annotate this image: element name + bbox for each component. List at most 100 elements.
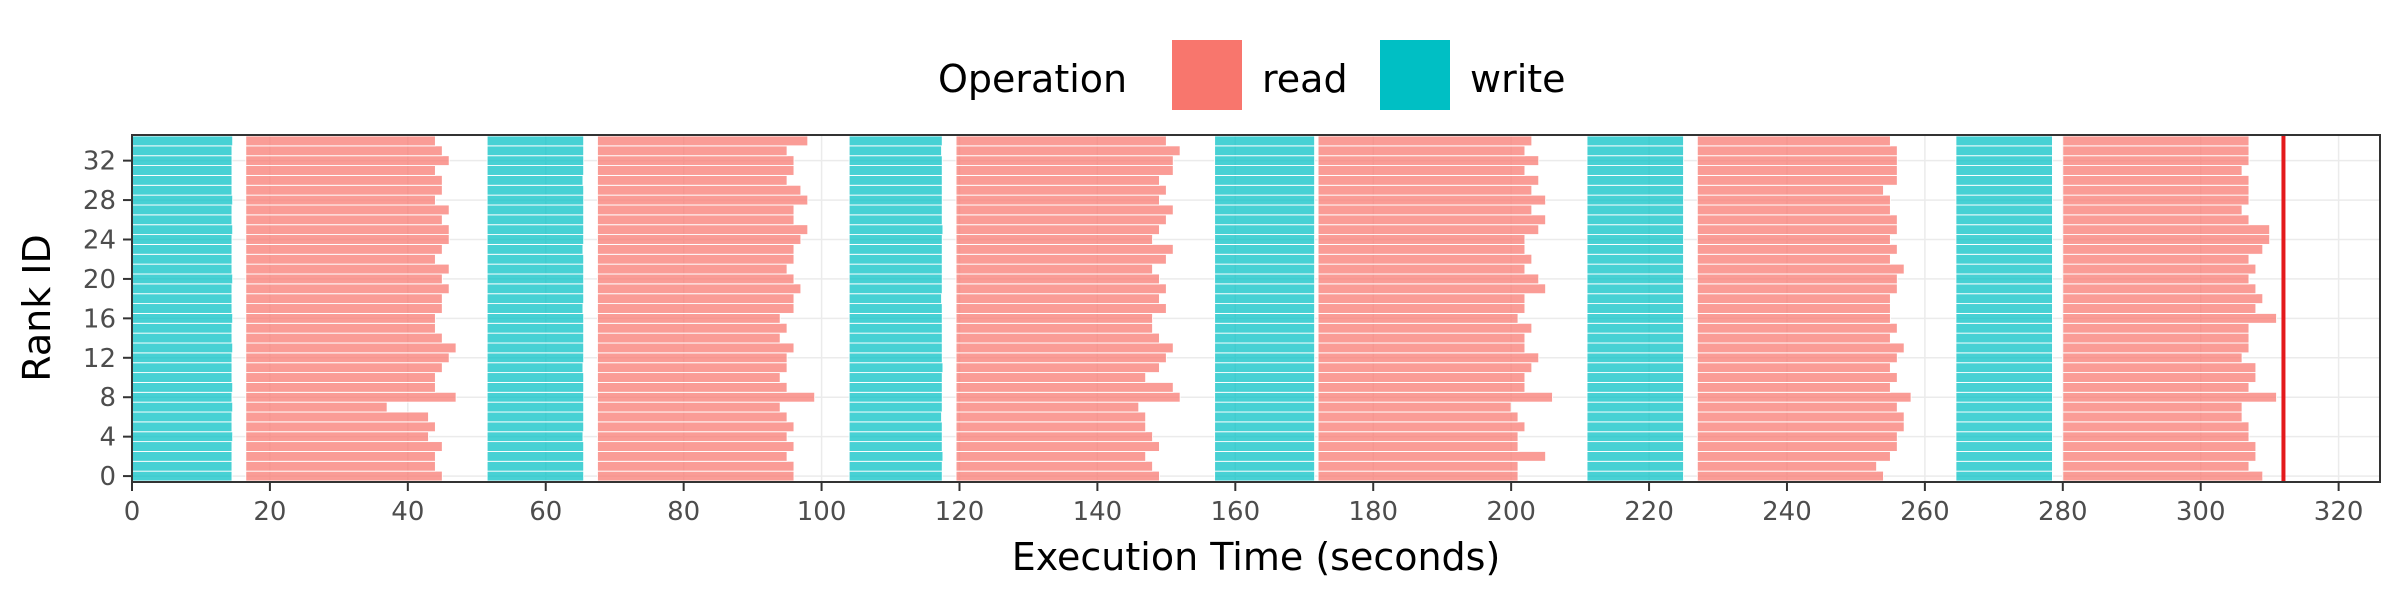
write-bar bbox=[848, 441, 943, 452]
read-bar bbox=[1696, 372, 1898, 383]
write-bar bbox=[1586, 214, 1684, 226]
read-bar bbox=[597, 165, 795, 176]
write-bar bbox=[1586, 165, 1684, 176]
read-bar bbox=[2062, 352, 2243, 364]
y-axis-title: Rank ID bbox=[15, 234, 59, 382]
read-bar bbox=[245, 342, 457, 354]
write-bar bbox=[1586, 145, 1684, 157]
read-bar bbox=[1317, 224, 1540, 236]
read-bar bbox=[1317, 372, 1526, 383]
read-bar bbox=[245, 372, 436, 383]
y-axis: 0 4 8 12 16 20 24 28 32 bbox=[83, 147, 132, 492]
write-bar bbox=[486, 431, 584, 443]
read-bar bbox=[955, 312, 1154, 324]
read-bar bbox=[597, 460, 795, 472]
write-bar bbox=[486, 135, 585, 147]
read-bar bbox=[2062, 303, 2257, 314]
write-bar bbox=[131, 342, 234, 354]
write-bar bbox=[1586, 460, 1684, 472]
x-tick-label: 120 bbox=[935, 497, 985, 527]
x-tick-label: 0 bbox=[124, 497, 141, 527]
write-bar bbox=[1214, 135, 1316, 147]
x-axis-title: Execution Time (seconds) bbox=[1012, 535, 1501, 579]
write-bar bbox=[1214, 411, 1316, 423]
read-bar bbox=[955, 224, 1160, 236]
write-bar bbox=[848, 322, 943, 334]
read-bar bbox=[1696, 470, 1884, 482]
read-bar bbox=[597, 214, 795, 226]
write-bar bbox=[131, 332, 233, 344]
read-bar bbox=[2062, 421, 2250, 433]
write-bar bbox=[131, 411, 233, 423]
write-bar bbox=[486, 372, 585, 383]
write-bar bbox=[131, 381, 234, 393]
read-bar bbox=[955, 411, 1147, 423]
write-bar bbox=[486, 165, 585, 176]
write-bar bbox=[131, 234, 233, 245]
write-bar bbox=[131, 155, 233, 167]
write-bar bbox=[1955, 243, 2053, 255]
write-bar bbox=[486, 401, 585, 413]
write-bar bbox=[1955, 352, 2053, 364]
read-bar bbox=[245, 273, 443, 285]
write-bar bbox=[1214, 243, 1316, 255]
write-bar bbox=[1955, 312, 2053, 324]
write-bar bbox=[486, 460, 585, 472]
read-bar bbox=[245, 381, 436, 393]
read-bar bbox=[1696, 342, 1905, 354]
read-bar bbox=[1696, 243, 1898, 255]
write-bar bbox=[1955, 145, 2053, 157]
read-bar bbox=[1696, 204, 1891, 216]
read-bar bbox=[2062, 165, 2243, 176]
read-bar bbox=[1317, 391, 1553, 403]
write-bar bbox=[848, 253, 943, 265]
read-bar bbox=[597, 470, 795, 482]
write-bar bbox=[1214, 450, 1316, 462]
write-bar bbox=[486, 293, 585, 305]
read-bar bbox=[2062, 411, 2243, 423]
write-bar bbox=[1586, 135, 1684, 147]
read-bar bbox=[597, 293, 795, 305]
read-bar bbox=[955, 421, 1147, 433]
legend-label-write: write bbox=[1470, 57, 1566, 101]
legend-key-read bbox=[1172, 40, 1242, 110]
write-bar bbox=[1586, 411, 1684, 423]
read-bar bbox=[1696, 135, 1891, 147]
write-bar bbox=[1586, 253, 1684, 265]
read-bar bbox=[245, 155, 450, 167]
read-bar bbox=[245, 303, 443, 314]
write-bar bbox=[848, 155, 943, 167]
read-bar bbox=[597, 283, 802, 295]
read-bar bbox=[245, 145, 443, 157]
write-bar bbox=[1586, 381, 1684, 393]
read-bar bbox=[245, 293, 443, 305]
x-tick-label: 60 bbox=[529, 497, 562, 527]
read-bar bbox=[955, 145, 1181, 157]
write-bar bbox=[1214, 174, 1316, 186]
write-bar bbox=[1955, 234, 2053, 245]
read-bar bbox=[245, 421, 436, 433]
write-bar bbox=[1214, 352, 1316, 364]
x-tick-label: 300 bbox=[2176, 497, 2226, 527]
read-bar bbox=[1696, 391, 1912, 403]
read-bar bbox=[2062, 243, 2264, 255]
read-bar bbox=[1317, 145, 1526, 157]
read-bar bbox=[597, 441, 795, 452]
read-bar bbox=[245, 312, 436, 324]
x-tick-label: 40 bbox=[391, 497, 424, 527]
read-bar bbox=[955, 184, 1167, 196]
write-bar bbox=[131, 441, 233, 452]
x-tick-label: 20 bbox=[253, 497, 286, 527]
x-tick-label: 100 bbox=[797, 497, 847, 527]
write-bar bbox=[131, 312, 234, 324]
write-bar bbox=[1214, 253, 1316, 265]
write-bar bbox=[1586, 293, 1684, 305]
read-bar bbox=[1317, 431, 1519, 443]
read-bar bbox=[1696, 234, 1891, 245]
write-bar bbox=[1955, 253, 2053, 265]
write-bar bbox=[1586, 184, 1684, 196]
write-bar bbox=[1955, 332, 2053, 344]
write-bar bbox=[131, 194, 234, 206]
write-bar bbox=[1214, 273, 1316, 285]
read-bar bbox=[1696, 381, 1891, 393]
